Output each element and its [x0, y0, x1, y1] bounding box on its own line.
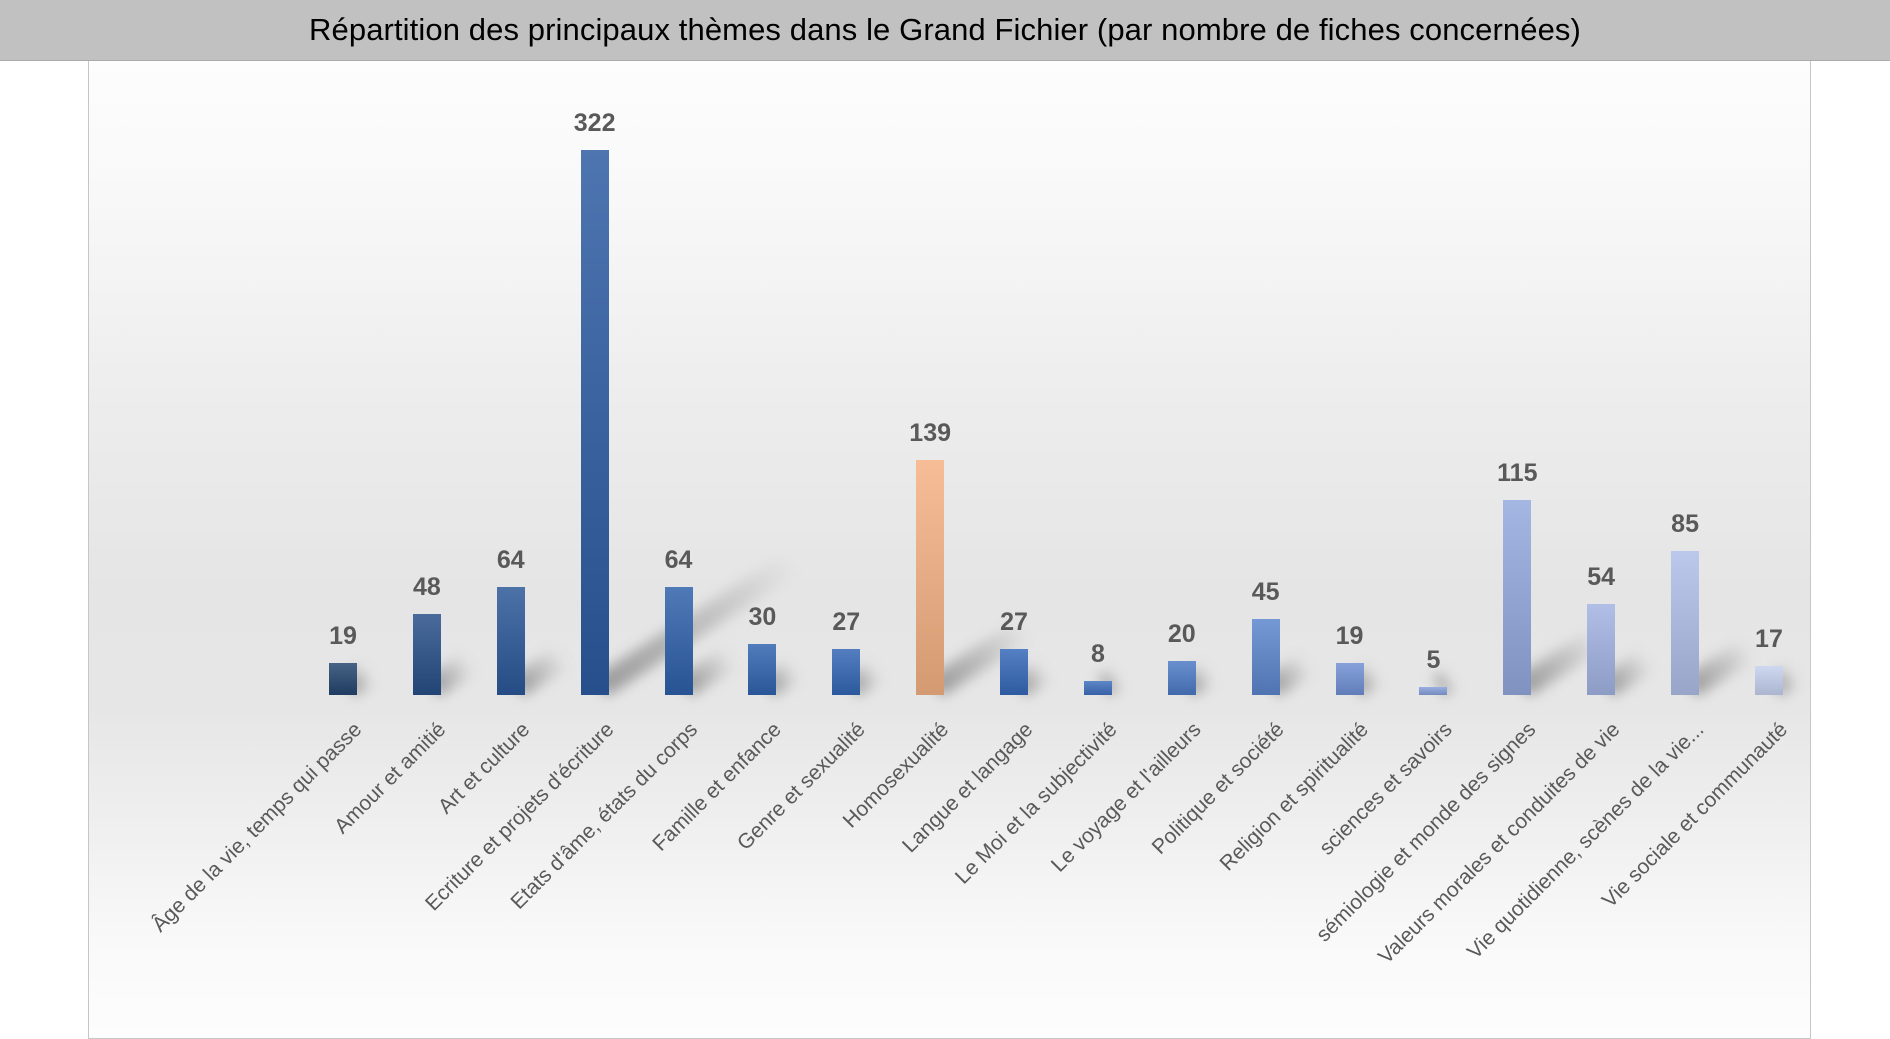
category-label: Âge de la vie, temps qui passe: [147, 718, 367, 937]
value-label: 17: [1755, 625, 1783, 654]
chart-title: Répartition des principaux thèmes dans l…: [309, 12, 1581, 47]
bar[interactable]: [1083, 681, 1112, 695]
value-label: 19: [1335, 621, 1364, 650]
value-label: 85: [1671, 510, 1699, 539]
category-label: Le voyage et l'ailleurs: [1046, 718, 1206, 877]
value-label: 45: [1251, 577, 1280, 606]
bar[interactable]: [1335, 662, 1364, 695]
chart-plot-area: 19 Âge de la vie, temps qui passe 48 Amour …: [88, 61, 1811, 1039]
bar[interactable]: [664, 586, 693, 695]
value-label: 139: [909, 418, 952, 447]
bar[interactable]: [1754, 666, 1783, 695]
value-label: 64: [496, 545, 525, 574]
bar[interactable]: [1419, 686, 1448, 695]
value-label: 27: [1000, 608, 1028, 637]
value-label: 5: [1426, 645, 1441, 674]
bar[interactable]: [1587, 603, 1616, 695]
bar[interactable]: [1000, 649, 1029, 695]
bar[interactable]: [748, 644, 777, 695]
value-label: 27: [832, 608, 861, 637]
bar[interactable]: [832, 649, 861, 695]
category-label: Le Moi et la subjectivité: [950, 718, 1122, 889]
bar-highlighted[interactable]: [916, 459, 945, 695]
value-label: 322: [573, 109, 616, 137]
value-label: 48: [412, 572, 441, 601]
bar[interactable]: [1503, 500, 1532, 695]
value-label: 54: [1587, 562, 1616, 591]
value-label: 8: [1090, 640, 1105, 669]
value-label: 30: [748, 603, 777, 632]
value-label: 20: [1167, 620, 1196, 649]
value-label: 115: [1497, 459, 1538, 488]
bar[interactable]: [329, 662, 357, 695]
bar[interactable]: [496, 586, 525, 695]
bar[interactable]: [1671, 551, 1700, 695]
category-label: Religion et spiritualité: [1215, 718, 1373, 876]
bar[interactable]: [580, 150, 609, 695]
value-label: 19: [329, 621, 357, 650]
bar[interactable]: [1167, 661, 1196, 695]
bar[interactable]: [412, 613, 441, 695]
value-label: 64: [664, 545, 693, 574]
chart-title-bar: Répartition des principaux thèmes dans l…: [0, 0, 1890, 61]
bar[interactable]: [1251, 618, 1280, 695]
